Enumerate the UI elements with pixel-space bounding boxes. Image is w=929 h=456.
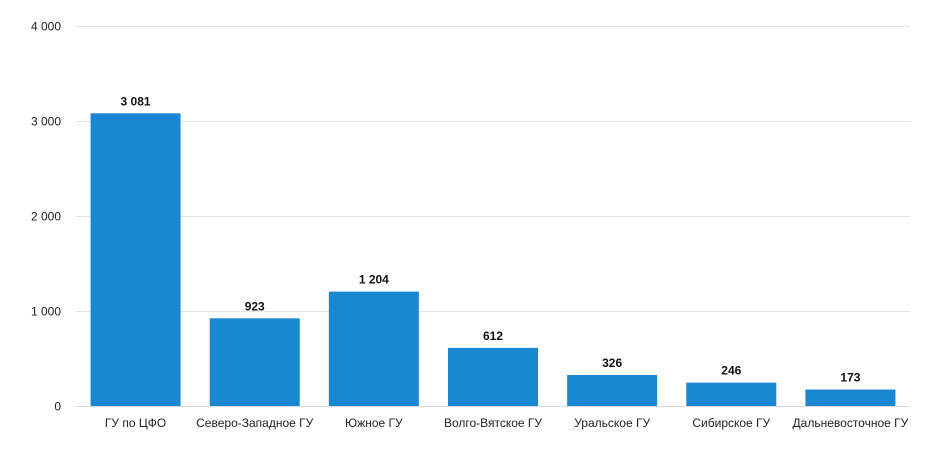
- x-axis-categories: ГУ по ЦФО Северо-Западное ГУ Южное ГУ Волго…: [105, 416, 909, 430]
- bar-1: [90, 113, 181, 407]
- y-axis-ticks: 0 1 000 2 000 3 000 4 000: [31, 20, 61, 414]
- x-tick-label: Сибирское ГУ: [692, 416, 770, 430]
- data-label: 923: [245, 299, 265, 313]
- data-label: 3 081: [121, 94, 151, 108]
- bar-5: [567, 375, 658, 406]
- value-labels: 3 081 923 1 204 612 326 246 173: [121, 94, 861, 384]
- y-tick-label: 2 000: [31, 210, 61, 224]
- bar-2: [209, 318, 300, 406]
- bar-6: [686, 382, 777, 406]
- bars: [90, 113, 896, 407]
- data-label: 1 204: [359, 273, 389, 287]
- x-tick-label: Волго-Вятское ГУ: [444, 416, 542, 430]
- data-label: 246: [721, 364, 741, 378]
- data-label: 173: [840, 371, 860, 385]
- data-label: 612: [483, 329, 503, 343]
- x-tick-label: Дальневосточное ГУ: [793, 416, 909, 430]
- x-tick-label: Уральское ГУ: [574, 416, 650, 430]
- y-tick-label: 3 000: [31, 115, 61, 129]
- x-tick-label: Северо-Западное ГУ: [196, 416, 314, 430]
- bar-3: [328, 291, 419, 406]
- x-tick-label: ГУ по ЦФО: [105, 416, 166, 430]
- data-label: 326: [602, 356, 622, 370]
- bar-7: [805, 389, 896, 406]
- gridlines: [76, 26, 910, 407]
- bar-4: [448, 347, 538, 406]
- y-tick-label: 0: [54, 400, 61, 414]
- x-tick-label: Южное ГУ: [345, 416, 403, 430]
- y-tick-label: 4 000: [31, 20, 61, 34]
- y-tick-label: 1 000: [31, 305, 61, 319]
